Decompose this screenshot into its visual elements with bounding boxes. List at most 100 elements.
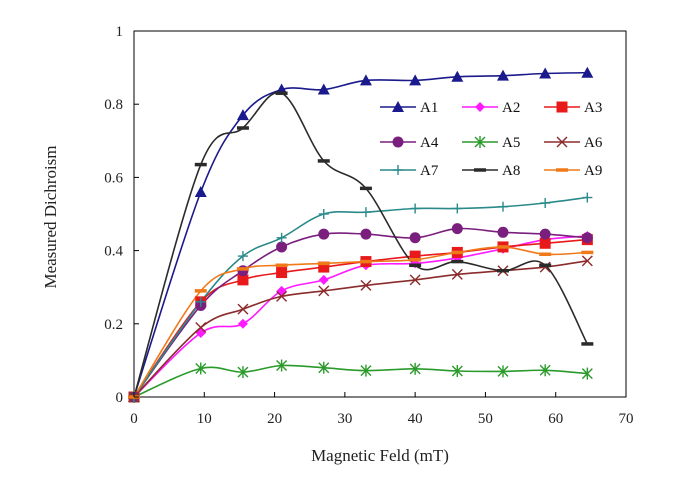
data-point-a1 (451, 70, 464, 82)
legend-item-a4: A4 (380, 135, 439, 151)
data-point-a3 (539, 237, 551, 249)
legend-item-a3: A3 (544, 100, 602, 116)
data-point-a7 (452, 203, 463, 214)
data-point-a6 (360, 279, 372, 291)
data-point-a5 (237, 366, 249, 379)
legend-marker (392, 101, 404, 112)
data-point-a1 (194, 186, 207, 198)
data-point-a1 (497, 69, 509, 81)
data-point-a4 (237, 265, 249, 277)
legend-marker (475, 102, 485, 112)
data-point-a5 (539, 364, 551, 377)
legend-marker (556, 136, 568, 148)
data-point-a6 (237, 303, 249, 315)
legend-label: A1 (420, 100, 438, 116)
legend-item-a2: A2 (462, 100, 520, 116)
data-point-a5 (409, 362, 421, 375)
legend-item-a6: A6 (544, 135, 603, 151)
data-point-a6 (195, 321, 207, 333)
legend-marker (392, 136, 404, 148)
y-tick-label: 1 (116, 24, 124, 40)
data-point-a1 (359, 74, 372, 86)
data-point-a7 (410, 203, 421, 214)
data-point-a2 (237, 318, 248, 329)
series-line-a8 (133, 91, 589, 398)
x-tick-label: 0 (130, 411, 138, 427)
data-point-a1 (236, 109, 249, 121)
data-point-a2 (276, 285, 287, 296)
y-tick-label: 0.6 (104, 170, 123, 186)
data-point-a4 (276, 241, 288, 253)
data-point-a5 (276, 359, 288, 372)
data-point-a6 (276, 290, 288, 302)
x-axis-title: Magnetic Feld (mT) (311, 446, 449, 465)
data-point-a3 (318, 261, 330, 273)
data-point-a7 (582, 192, 593, 203)
data-point-a1 (581, 66, 594, 78)
data-point-a7 (318, 209, 329, 219)
legend-label: A3 (584, 100, 602, 116)
data-point-a2 (318, 274, 329, 285)
y-axis-title: Measured Dichroism (41, 145, 60, 288)
x-tick-label: 30 (337, 411, 352, 427)
data-point-a4 (451, 223, 463, 235)
data-point-a4 (409, 232, 421, 244)
axis-ticks: 0 10 20 30 40 50 60 70 0 0.2 0.4 0.6 0.8 1 (104, 24, 633, 427)
x-tick-label: 40 (408, 411, 423, 427)
data-point-a1 (409, 74, 422, 86)
legend-item-a8: A8 (462, 163, 520, 179)
x-tick-label: 70 (619, 411, 634, 427)
data-point-a6 (409, 274, 421, 286)
data-point-a1 (317, 83, 330, 95)
data-point-a3 (276, 267, 288, 279)
data-point-a5 (360, 364, 372, 377)
x-tick-label: 50 (478, 411, 493, 427)
data-point-a5 (451, 365, 463, 378)
legend-item-a9: A9 (544, 163, 602, 179)
data-point-a4 (539, 228, 551, 240)
data-point-a6 (581, 255, 593, 267)
series-line-a4 (133, 227, 588, 398)
y-tick-label: 0.2 (104, 317, 123, 333)
plot-frame (133, 30, 627, 398)
data-point-a7 (360, 207, 371, 218)
data-point-a4 (497, 226, 509, 238)
legend-item-a5: A5 (462, 135, 520, 151)
legend-label: A5 (502, 135, 520, 151)
x-tick-label: 20 (267, 411, 282, 427)
data-point-a4 (360, 228, 372, 240)
series-markers (128, 66, 594, 403)
legend-label: A8 (502, 163, 520, 179)
legend-label: A2 (502, 100, 520, 116)
data-point-a4 (318, 228, 330, 240)
data-point-a5 (497, 365, 509, 378)
legend: A1 A2 A3 A4 A5 A6 A7 A8 A9 (380, 100, 603, 179)
data-point-a7 (237, 251, 248, 262)
legend-item-a7: A7 (380, 163, 439, 179)
y-tick-label: 0.8 (104, 97, 123, 113)
data-point-a5 (318, 361, 330, 374)
data-point-a7 (498, 201, 508, 212)
legend-label: A7 (420, 163, 439, 179)
legend-marker (556, 101, 568, 113)
x-tick-label: 60 (548, 411, 563, 427)
data-point-a1 (539, 67, 552, 79)
data-point-a5 (581, 367, 593, 380)
y-tick-label: 0 (116, 390, 124, 406)
data-point-a5 (195, 362, 207, 375)
data-point-a3 (409, 250, 421, 262)
legend-label: A9 (584, 163, 602, 179)
data-point-a4 (581, 232, 593, 244)
data-point-a6 (318, 285, 330, 297)
x-tick-label: 10 (197, 411, 212, 427)
data-point-a7 (540, 198, 551, 209)
legend-label: A4 (420, 135, 439, 151)
data-point-a7 (195, 296, 206, 307)
legend-marker (393, 165, 403, 175)
plot-area (133, 30, 627, 398)
data-point-a7 (276, 232, 287, 243)
legend-label: A6 (584, 135, 603, 151)
legend-item-a1: A1 (380, 100, 438, 116)
